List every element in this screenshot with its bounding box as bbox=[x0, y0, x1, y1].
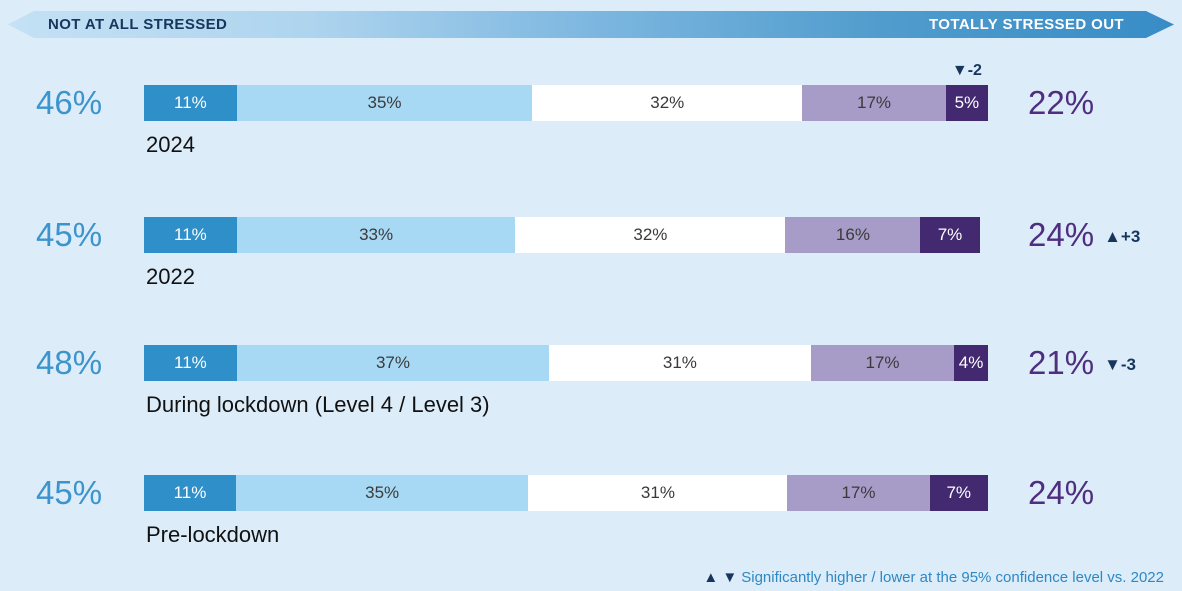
bar-segment: 32% bbox=[532, 85, 803, 121]
bar-segment: 11% bbox=[144, 345, 237, 381]
row-left-total: 45% bbox=[36, 216, 103, 253]
bar-segment: 35% bbox=[236, 85, 533, 121]
scale-left-label: NOT AT ALL STRESSED bbox=[48, 16, 228, 33]
row-left-total: 46% bbox=[36, 84, 103, 121]
row-right-total: 22% bbox=[1028, 84, 1095, 121]
footnote-text: Significantly higher / lower at the 95% … bbox=[741, 569, 1164, 586]
stacked-bar: 11% 35% 31% 17% 7% bbox=[144, 475, 989, 511]
bar-segment: 7% bbox=[920, 217, 980, 253]
row-right-total: 21% ▼-3 bbox=[1028, 344, 1137, 381]
row-label: During lockdown (Level 4 / Level 3) bbox=[146, 392, 490, 417]
scale-banner: NOT AT ALL STRESSED TOTALLY STRESSED OUT bbox=[8, 11, 1174, 38]
bar-segment: 17% bbox=[787, 475, 930, 511]
bar-segment: 35% bbox=[235, 475, 529, 511]
bar-segment: 5% bbox=[945, 85, 988, 121]
significance-marker: ▲+3 bbox=[1104, 226, 1141, 246]
row-right-total: 24% bbox=[1028, 474, 1095, 511]
chart-row: 45% 11% 35% 31% 17% 7% 24% Pre-lockdown bbox=[0, 474, 1182, 557]
row-label: 2022 bbox=[146, 264, 195, 289]
row-label: 2024 bbox=[146, 132, 195, 157]
scale-right-label: TOTALLY STRESSED OUT bbox=[929, 16, 1124, 33]
chart-row: 48% 11% 37% 31% 17% 4% 21% ▼-3 During lockdow… bbox=[0, 344, 1182, 427]
right-total-value: 21% bbox=[1028, 344, 1095, 381]
bar-segment: 11% bbox=[144, 217, 237, 253]
row-left-total: 45% bbox=[36, 474, 103, 511]
bar-segment: 33% bbox=[236, 217, 516, 253]
footnote: ▲ ▼ Significantly higher / lower at the 9… bbox=[703, 569, 1164, 586]
stacked-bar: 11% 33% 32% 16% 7% bbox=[144, 217, 988, 253]
bar-segment: 31% bbox=[528, 475, 788, 511]
bar-segment: 11% bbox=[144, 85, 237, 121]
bar-segment: 4% bbox=[954, 345, 988, 381]
chart-row: 45% 11% 33% 32% 16% 7% 24% ▲+3 2022 bbox=[0, 216, 1182, 299]
right-total-value: 24% bbox=[1028, 216, 1095, 253]
significance-marker: ▼-2 bbox=[951, 62, 982, 79]
bar-segment: 7% bbox=[929, 475, 989, 511]
stacked-bar: 11% 37% 31% 17% 4% bbox=[144, 345, 988, 381]
significance-icons: ▲ ▼ bbox=[703, 569, 738, 586]
row-label: Pre-lockdown bbox=[146, 522, 280, 547]
bar-segment: 32% bbox=[515, 217, 786, 253]
stacked-bar: 11% 35% 32% 17% 5% ▼-2 bbox=[144, 62, 988, 121]
row-left-total: 48% bbox=[36, 344, 103, 381]
significance-marker: ▼-3 bbox=[1104, 354, 1137, 374]
bar-segment: 37% bbox=[236, 345, 550, 381]
right-total-value: 22% bbox=[1028, 84, 1095, 121]
bar-segment: 17% bbox=[802, 85, 946, 121]
bar-segment: 17% bbox=[810, 345, 955, 381]
bar-segment: 11% bbox=[144, 475, 236, 511]
bar-segment: 31% bbox=[549, 345, 811, 381]
bar-segment: 16% bbox=[785, 217, 921, 253]
row-right-total: 24% ▲+3 bbox=[1028, 216, 1141, 253]
right-total-value: 24% bbox=[1028, 474, 1095, 511]
chart-row: 46% 11% 35% 32% 17% 5% ▼-2 22% 2024 bbox=[0, 62, 1182, 167]
